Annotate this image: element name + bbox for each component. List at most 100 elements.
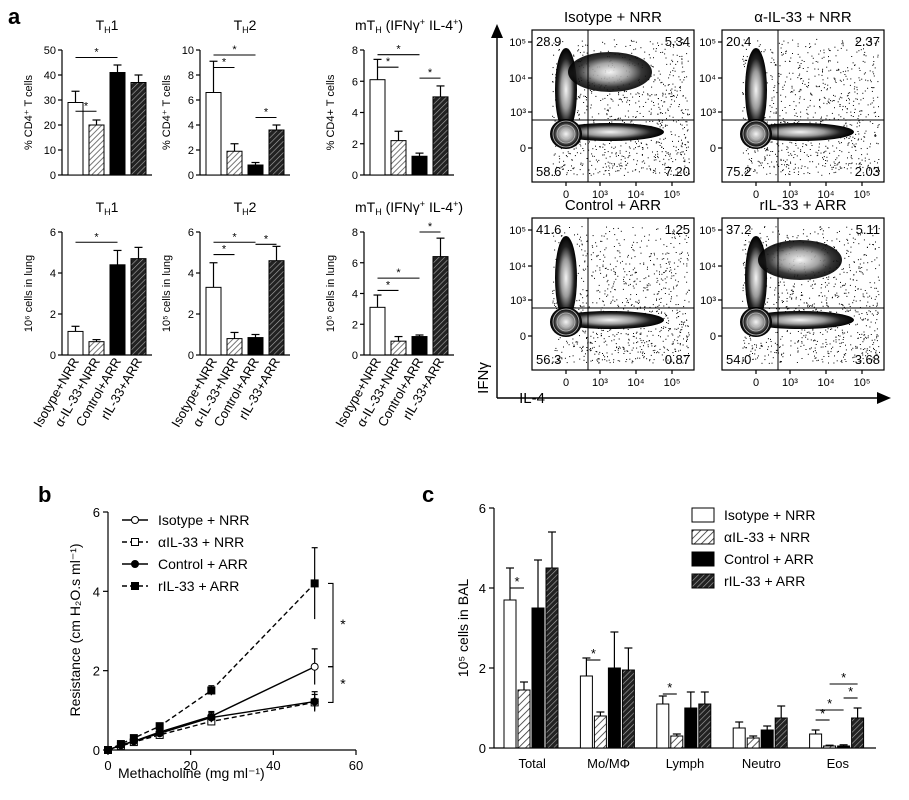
x-tick-label: 40: [266, 758, 280, 773]
bar-chart-a_th1_pct: TH1 0 10 20 30 40 50 % CD4⁺ T cells * *: [23, 17, 152, 182]
significance-star: *: [84, 100, 89, 112]
legend-label: Control + ARR: [724, 551, 814, 567]
y-tick-label: 6: [188, 227, 194, 239]
bracket: [328, 582, 334, 668]
y-tick-label: 8: [188, 70, 194, 82]
bar: [517, 689, 531, 749]
y-tick-label: 4: [50, 268, 56, 280]
series-line: [107, 700, 315, 751]
y-axis-label: % CD4⁺ T cells: [23, 74, 35, 150]
significance-star: *: [386, 279, 391, 291]
legend-label: rIL-33 + ARR: [724, 573, 805, 589]
bar: [851, 717, 865, 749]
bar: [760, 729, 774, 749]
y-tick-label: 6: [352, 76, 358, 88]
data-point: [116, 740, 125, 749]
bar-2: [247, 337, 264, 356]
legend-item-1: αIL-33 + NRR: [691, 529, 810, 545]
quadrant-upper-right: 1.25: [665, 222, 690, 237]
legend-label: αIL-33 + NRR: [158, 534, 244, 550]
quadrant-lower-right: 3.68: [855, 352, 880, 367]
quadrant-upper-left: 20.4: [726, 34, 751, 49]
quadrant-lower-left: 54.0: [726, 352, 751, 367]
data-point: [155, 722, 164, 731]
y-tick-label: 0: [352, 350, 358, 362]
legend-swatch: [691, 529, 715, 545]
data-point: [155, 729, 164, 738]
y-tick-label: 0: [93, 743, 100, 758]
legend-marker: [131, 560, 139, 568]
bar-1: [226, 150, 243, 176]
category-2: Lymph: [656, 691, 712, 771]
double-positive-population: [758, 240, 842, 280]
legend-item-2: Control + ARR: [691, 551, 814, 567]
flow-y-tick-label: 10³: [700, 295, 716, 307]
y-tick-label: 4: [188, 268, 194, 280]
bar: [732, 727, 746, 749]
il4-population: [746, 123, 854, 141]
flow-axes: IFNγ IL-4: [475, 24, 891, 407]
x-tick-label: Neutro: [742, 756, 781, 771]
chart-title: TH2: [234, 17, 257, 35]
significance-bracket: *: [328, 582, 346, 668]
contour-ring: [742, 308, 770, 336]
contour-ring: [552, 120, 580, 148]
flow-x-tick-label: 0: [563, 377, 569, 389]
bar-2: [411, 336, 428, 356]
y-tick-label: 2: [188, 145, 194, 157]
flow-x-tick-label: 0: [753, 189, 759, 201]
panel-label-b: b: [38, 482, 51, 507]
flow-y-tick-label: 0: [710, 143, 716, 155]
contour-ring: [560, 128, 572, 140]
legend-item-0: Isotype + NRR: [691, 507, 815, 523]
legend-label: rIL-33 + ARR: [158, 578, 239, 594]
chart-title: mTH (IFNγ+ IL-4+): [355, 199, 463, 217]
significance-star: *: [222, 244, 227, 256]
data-point: [310, 662, 319, 671]
flow-y-tick-label: 0: [520, 331, 526, 343]
y-tick-label: 4: [188, 120, 194, 132]
bar-3: [268, 129, 285, 176]
significance-star: *: [827, 696, 832, 711]
x-tick-label: Eos: [827, 756, 850, 771]
flow-y-tick-label: 10³: [700, 107, 716, 119]
panel-label-a: a: [8, 4, 21, 29]
bar: [684, 707, 698, 749]
significance-star: *: [396, 267, 401, 279]
significance-star: *: [264, 233, 269, 245]
significance-star: *: [820, 706, 825, 721]
series-line: [107, 701, 315, 751]
chart-title: mTH (IFNγ+ IL-4+): [355, 17, 463, 35]
significance-star: *: [428, 221, 433, 233]
y-tick-label: 40: [44, 70, 56, 82]
flow-x-tick-label: 10³: [782, 189, 798, 201]
flow-x-tick-label: 10⁴: [628, 377, 645, 389]
y-tick-label: 0: [188, 350, 194, 362]
data-point: [207, 686, 216, 695]
significance-star: *: [386, 56, 391, 68]
double-positive-population: [568, 52, 652, 92]
y-axis-label: 10⁵ cells in lung: [161, 255, 173, 332]
bar-0: [205, 92, 222, 176]
bar-2: [411, 155, 428, 176]
flow-y-tick-label: 10⁵: [509, 225, 526, 237]
x-tick-label: 20: [183, 758, 197, 773]
flow-y-tick-label: 10⁴: [699, 73, 716, 85]
y-tick-label: 0: [50, 170, 56, 182]
x-tick-label: Mo/MΦ: [587, 756, 630, 771]
y-tick-label: 8: [352, 45, 358, 57]
bar-0: [67, 102, 84, 176]
x-axis-label: Methacholine (mg ml⁻¹): [118, 765, 265, 781]
bar-2: [109, 264, 126, 356]
bar-1: [88, 341, 105, 356]
legend-label: Control + ARR: [158, 556, 248, 572]
legend-label: Isotype + NRR: [724, 507, 815, 523]
x-tick-label: Lymph: [666, 756, 705, 771]
flow-x-tick-label: 10⁴: [818, 377, 835, 389]
category-3: Neutro: [732, 705, 788, 771]
bar: [531, 607, 545, 749]
data-point: [310, 579, 319, 588]
flow-x-tick-label: 10³: [592, 189, 608, 201]
